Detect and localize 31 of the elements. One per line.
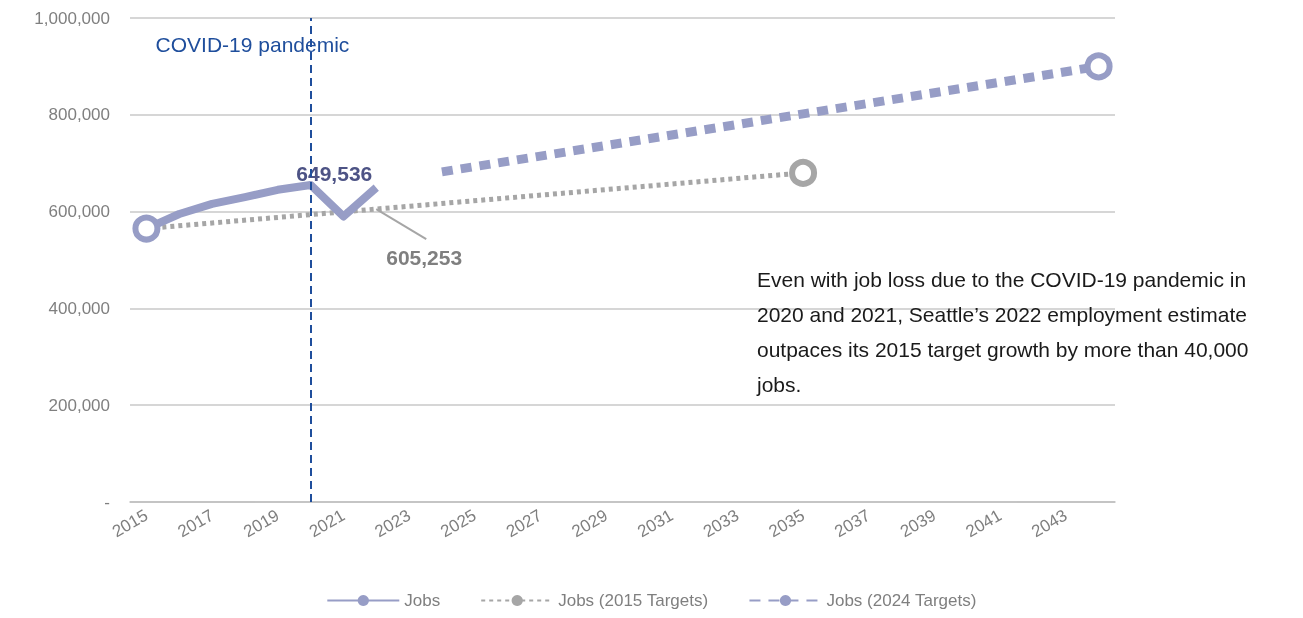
x-tick-label: 2037 [831, 505, 874, 542]
x-tick-label: 2023 [371, 505, 414, 542]
annotation: 605,253 [386, 246, 463, 270]
legend-label: Jobs [404, 591, 441, 610]
annotation: Even with job loss due to the COVID-19 pandemic in 2020 and 2021, Seattle’s 2022 employment estimate outpaces its 2015 target growth by more than 40,000 jobs. [756, 268, 1255, 396]
x-tick-label: 2019 [240, 505, 283, 542]
x-tick-label: 2043 [1028, 505, 1071, 542]
x-tick-label: 2027 [502, 505, 546, 542]
x-tick-label: 2017 [174, 505, 217, 542]
data-label: 649,536 [296, 162, 373, 186]
x-tick-label: 2015 [108, 505, 152, 542]
x-tick-label: 2041 [962, 505, 1005, 542]
legend-label: Jobs (2015 Targets) [558, 591, 709, 610]
x-tick-label: 2029 [568, 505, 611, 542]
point [789, 158, 818, 187]
point [132, 214, 161, 243]
x-tick-label: 2021 [305, 505, 349, 542]
x-tick-label: 2025 [437, 505, 480, 542]
y-tick-label: 1,000,000 [34, 8, 110, 28]
y-tick-label: - [104, 492, 110, 512]
x-tick-label: 2039 [896, 505, 940, 542]
x-tick-label: 2031 [634, 505, 677, 542]
y-tick-label: 600,000 [48, 202, 110, 222]
y-tick-label: 800,000 [48, 105, 110, 125]
point [1084, 52, 1113, 81]
y-tick-label: 400,000 [48, 298, 110, 318]
x-tick-label: 2035 [765, 505, 808, 542]
y-tick-label: 200,000 [48, 395, 110, 415]
x-tick-label: 2033 [699, 505, 743, 542]
ref-line-label: COVID-19 pandemic [155, 33, 350, 56]
legend-label: Jobs (2024 Targets) [826, 591, 977, 610]
